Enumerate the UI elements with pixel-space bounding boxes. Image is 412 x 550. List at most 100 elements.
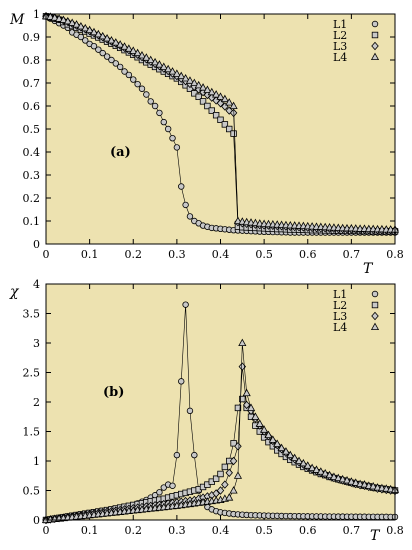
data-point-l1 bbox=[147, 98, 154, 105]
y-tick-label: 0.8 bbox=[23, 54, 41, 67]
legend-marker-l3 bbox=[371, 311, 379, 321]
data-point-l4 bbox=[246, 403, 256, 411]
data-point-l1 bbox=[164, 125, 172, 133]
x-tick-label: 0.2 bbox=[125, 248, 143, 261]
data-point-l2 bbox=[195, 93, 202, 100]
y-tick-label: 0.4 bbox=[23, 146, 41, 159]
data-point-l1 bbox=[169, 482, 176, 489]
series-l4 bbox=[41, 11, 400, 233]
data-point-l1 bbox=[125, 71, 133, 79]
data-point-l1 bbox=[143, 91, 150, 98]
series-l4 bbox=[41, 338, 400, 523]
series-group-b bbox=[41, 301, 400, 525]
y-tick-label: 0.5 bbox=[23, 485, 41, 498]
data-point-l1 bbox=[103, 53, 111, 60]
data-point-l1 bbox=[156, 109, 163, 117]
legend-marker-l2 bbox=[371, 301, 379, 309]
data-point-l4 bbox=[255, 419, 264, 427]
data-point-l4 bbox=[273, 439, 282, 447]
plot-frame-a bbox=[45, 13, 396, 245]
tick-labels-b: 0 0.1 0.2 0.3 0.4 0.5 0.6 0.7 0.8 0 0.5 1 1.5 2 2.5 3 3.… bbox=[23, 278, 404, 537]
x-axis-label-b: T bbox=[370, 528, 381, 544]
tick-labels-a: 0 0.1 0.2 0.3 0.4 0.5 0.6 0.7 0.8 0 0.1 0.2 0.3 0.4 0.… bbox=[23, 8, 404, 261]
data-point-l4 bbox=[181, 73, 190, 82]
y-tick-label: 0.5 bbox=[23, 123, 41, 136]
x-tick-label: 0.5 bbox=[255, 248, 273, 261]
data-point-l4 bbox=[347, 477, 356, 485]
y-tick-label: 2 bbox=[33, 396, 40, 409]
data-point-l4 bbox=[124, 44, 133, 52]
data-point-l1 bbox=[169, 134, 176, 142]
data-point-l4 bbox=[85, 25, 94, 34]
legend-label: L1 bbox=[333, 18, 347, 31]
data-point-l4 bbox=[268, 435, 277, 443]
x-tick-label: 0.1 bbox=[81, 524, 99, 537]
data-point-l1 bbox=[138, 85, 146, 92]
data-point-l4 bbox=[316, 467, 325, 475]
y-tick-label: 1.5 bbox=[23, 426, 41, 439]
data-point-l4 bbox=[63, 16, 72, 25]
data-point-l4 bbox=[68, 18, 77, 26]
data-point-l4 bbox=[342, 476, 352, 484]
legend-label: L3 bbox=[333, 40, 347, 53]
data-point-l1 bbox=[178, 378, 185, 385]
legend-label: L2 bbox=[333, 299, 347, 312]
x-tick-label: 0.4 bbox=[212, 524, 230, 537]
x-tick-label: 0.1 bbox=[81, 248, 99, 261]
y-tick-label: 0.7 bbox=[23, 77, 41, 90]
data-point-l1 bbox=[156, 489, 163, 496]
data-point-l4 bbox=[225, 98, 234, 106]
legend-label: L2 bbox=[333, 29, 347, 42]
data-point-l4 bbox=[55, 14, 64, 22]
x-tick-label: 0.8 bbox=[386, 248, 404, 261]
x-tick-label: 0.6 bbox=[299, 524, 317, 537]
data-point-l4 bbox=[198, 83, 208, 91]
data-point-l1 bbox=[191, 451, 198, 459]
data-point-l4 bbox=[338, 474, 347, 483]
data-point-l2 bbox=[239, 395, 246, 403]
data-point-l1 bbox=[173, 144, 181, 151]
data-point-l2 bbox=[204, 102, 211, 110]
data-point-l1 bbox=[99, 49, 106, 57]
y-tick-label: 0.2 bbox=[23, 192, 41, 205]
data-point-l2 bbox=[234, 404, 242, 412]
x-tick-label: 0.7 bbox=[343, 524, 361, 537]
x-tick-label: 0 bbox=[43, 248, 50, 261]
data-point-l1 bbox=[90, 43, 98, 50]
data-point-l4 bbox=[351, 478, 360, 486]
legend-label: L4 bbox=[333, 321, 347, 334]
data-point-l4 bbox=[281, 447, 291, 455]
x-tick-label: 0.8 bbox=[386, 524, 404, 537]
data-point-l1 bbox=[186, 407, 194, 415]
data-point-l1 bbox=[82, 37, 89, 44]
data-point-l4 bbox=[168, 67, 177, 75]
series-group-a bbox=[41, 11, 400, 236]
data-point-l4 bbox=[369, 481, 378, 490]
legend-marker-l1 bbox=[371, 20, 379, 28]
legend-label: L1 bbox=[333, 288, 347, 301]
data-point-l4 bbox=[137, 50, 147, 59]
data-point-l3 bbox=[216, 486, 225, 495]
data-point-l2 bbox=[217, 116, 224, 123]
x-tick-label: 0.3 bbox=[168, 248, 186, 261]
data-point-l4 bbox=[133, 48, 142, 57]
legend-label: L3 bbox=[333, 310, 347, 323]
data-point-l4 bbox=[286, 450, 295, 459]
x-tick-label: 0.6 bbox=[299, 248, 317, 261]
data-point-l1 bbox=[178, 183, 185, 190]
data-point-l1 bbox=[151, 102, 159, 110]
data-point-l3 bbox=[242, 400, 251, 410]
data-point-l4 bbox=[242, 388, 251, 397]
data-point-l1 bbox=[134, 80, 141, 88]
data-point-l4 bbox=[185, 76, 195, 84]
data-point-l4 bbox=[120, 42, 129, 50]
y-tick-label: 0.1 bbox=[23, 215, 41, 228]
legend-marker-l4 bbox=[370, 322, 380, 331]
data-point-l4 bbox=[155, 60, 164, 68]
data-point-l2 bbox=[199, 98, 207, 105]
x-tick-label: 0.2 bbox=[125, 524, 143, 537]
y-tick-label: 1 bbox=[33, 8, 40, 21]
legend-marker-l1 bbox=[371, 290, 379, 298]
y-axis-label-a: M bbox=[9, 12, 25, 28]
